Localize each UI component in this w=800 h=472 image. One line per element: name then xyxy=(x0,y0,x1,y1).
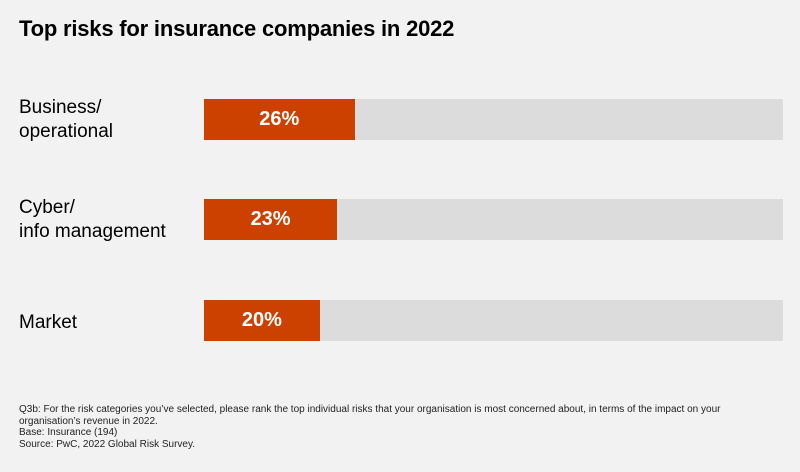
bar xyxy=(204,199,338,240)
category-label: Market xyxy=(19,311,77,335)
category-label-line: operational xyxy=(19,121,114,142)
bar-track: 20% xyxy=(204,300,783,341)
category-label: Cyber/info management xyxy=(19,196,166,244)
category-label-line: Cyber/ xyxy=(19,197,75,218)
bar-value-label: 26% xyxy=(259,108,300,130)
footnote-question: Q3b: For the risk categories you’ve sele… xyxy=(19,404,721,427)
footnote-base: Base: Insurance (194) xyxy=(19,427,118,438)
chart-title: Top risks for insurance companies in 202… xyxy=(19,16,455,41)
bar-value-label: 20% xyxy=(241,309,282,331)
bar-value-label: 23% xyxy=(250,208,291,230)
category-label-line: Business/ xyxy=(19,97,102,118)
footnote: Q3b: For the risk categories you’ve sele… xyxy=(19,404,759,450)
bar-track: 26% xyxy=(204,99,783,140)
bar xyxy=(204,300,320,341)
bar-track: 23% xyxy=(204,199,783,240)
category-label-line: Market xyxy=(19,312,78,333)
category-label: Business/operational xyxy=(19,96,113,144)
bar xyxy=(204,99,355,140)
category-label-line: info management xyxy=(19,221,166,242)
footnote-source: Source: PwC, 2022 Global Risk Survey. xyxy=(19,438,196,450)
